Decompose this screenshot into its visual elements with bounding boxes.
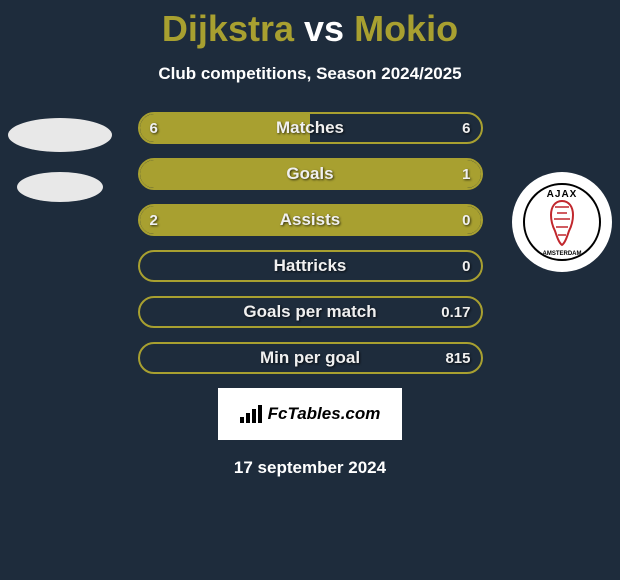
club-badge-placeholder [17,172,103,202]
club-badge-placeholder [8,118,112,152]
ajax-face-icon [545,199,579,247]
stat-row: Goals per match0.17 [138,296,483,328]
stat-label: Matches [138,112,483,144]
left-club-badges [8,118,112,222]
stat-label: Min per goal [138,342,483,374]
stat-row: 2Assists0 [138,204,483,236]
watermark-text: FcTables.com [268,404,381,424]
comparison-title: Dijkstra vs Mokio [0,0,620,50]
ajax-badge-city: AMSTERDAM [525,251,599,257]
stat-row: 6Matches6 [138,112,483,144]
stat-right-value: 0 [462,204,470,236]
fctables-icon [240,405,262,423]
subtitle: Club competitions, Season 2024/2025 [0,64,620,84]
stat-row: Goals1 [138,158,483,190]
stat-row: Hattricks0 [138,250,483,282]
right-club-badges: AJAX AMSTERDAM [512,172,612,272]
stat-label: Goals [138,158,483,190]
stats-panel: 6Matches6Goals12Assists0Hattricks0Goals … [138,112,483,374]
stat-label: Hattricks [138,250,483,282]
stat-label: Goals per match [138,296,483,328]
stat-right-value: 815 [445,342,470,374]
stat-right-value: 0.17 [441,296,470,328]
stat-row: Min per goal815 [138,342,483,374]
stat-right-value: 1 [462,158,470,190]
date-text: 17 september 2024 [0,458,620,478]
stat-label: Assists [138,204,483,236]
stat-right-value: 6 [462,112,470,144]
stat-right-value: 0 [462,250,470,282]
ajax-badge: AJAX AMSTERDAM [512,172,612,272]
vs-text: vs [304,8,344,49]
player2-name: Mokio [354,8,458,49]
watermark: FcTables.com [218,388,402,440]
player1-name: Dijkstra [162,8,294,49]
